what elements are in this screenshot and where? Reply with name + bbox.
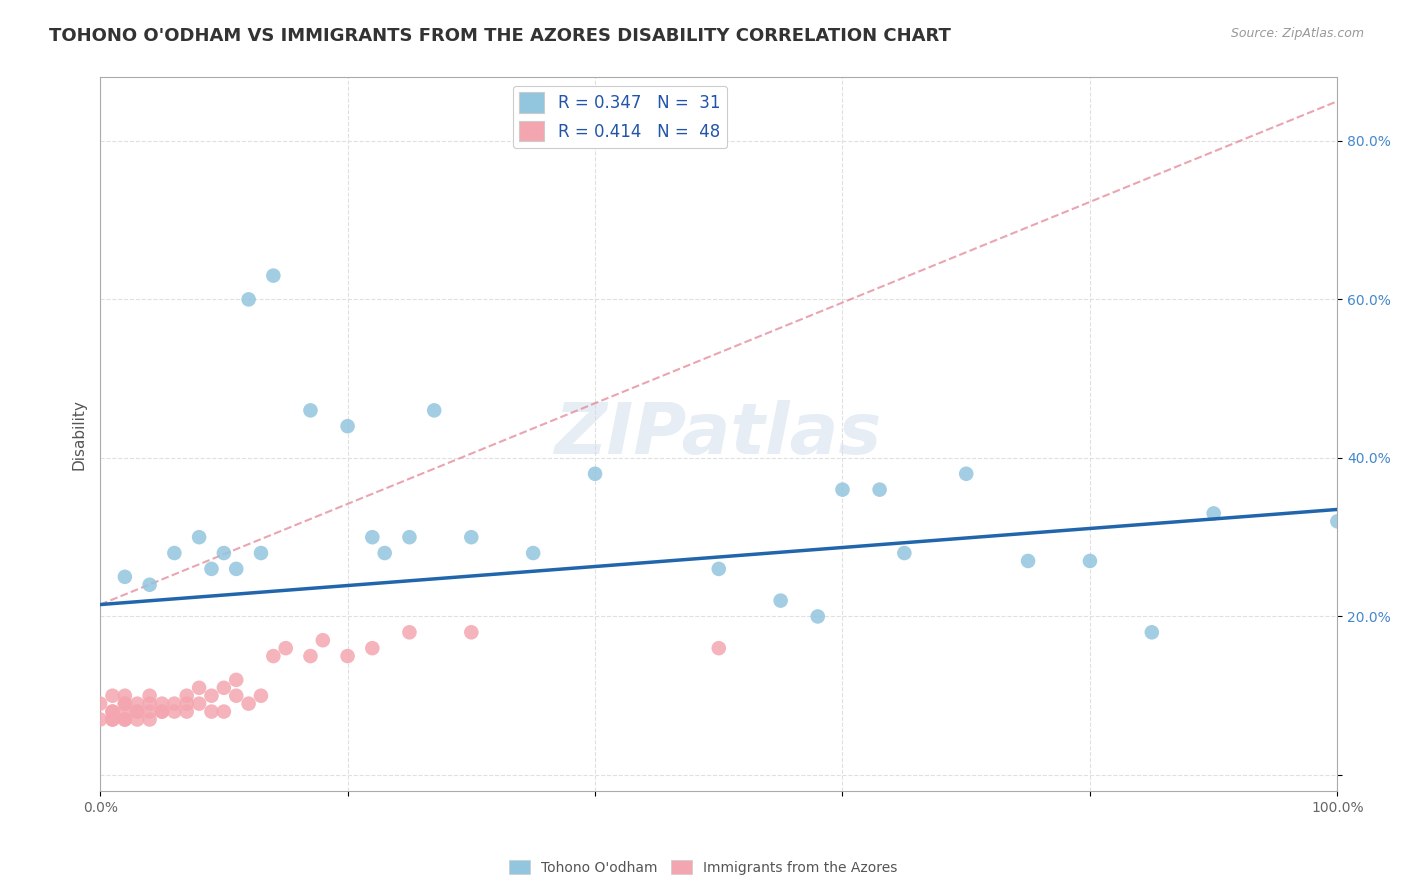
Point [807,609,830,624]
Point [138,697,160,711]
Text: TOHONO O'ODHAM VS IMMIGRANTS FROM THE AZORES DISABILITY CORRELATION CHART: TOHONO O'ODHAM VS IMMIGRANTS FROM THE AZ… [49,27,950,45]
Point [176,705,198,719]
Point [1078,554,1101,568]
Point [114,689,136,703]
Text: Source: ZipAtlas.com: Source: ZipAtlas.com [1230,27,1364,40]
Point [374,546,396,560]
Point [127,713,149,727]
Point [336,419,359,434]
Point [89,697,111,711]
Point [138,689,160,703]
Point [114,570,136,584]
Point [212,705,235,719]
Point [262,649,284,664]
Point [583,467,606,481]
Point [150,705,173,719]
Point [707,562,730,576]
Point [101,713,124,727]
Point [114,713,136,727]
Point [869,483,891,497]
Point [225,689,247,703]
Y-axis label: Disability: Disability [72,399,86,469]
Point [163,546,186,560]
Point [200,705,222,719]
Point [1202,507,1225,521]
Point [238,293,260,307]
Point [101,705,124,719]
Point [200,562,222,576]
Point [127,705,149,719]
Point [250,689,273,703]
Point [460,625,482,640]
Point [250,546,273,560]
Point [1140,625,1163,640]
Point [212,546,235,560]
Point [127,705,149,719]
Point [188,530,211,544]
Point [176,697,198,711]
Point [361,641,384,656]
Point [114,697,136,711]
Point [114,713,136,727]
Point [398,530,420,544]
Point [262,268,284,283]
Point [89,713,111,727]
Point [769,593,792,607]
Point [176,689,198,703]
Point [336,649,359,664]
Point [225,562,247,576]
Point [150,705,173,719]
Point [163,697,186,711]
Point [114,705,136,719]
Point [955,467,977,481]
Legend: Tohono O'odham, Immigrants from the Azores: Tohono O'odham, Immigrants from the Azor… [503,855,903,880]
Point [200,689,222,703]
Point [212,681,235,695]
Point [299,649,322,664]
Point [101,689,124,703]
Point [188,697,211,711]
Point [312,633,335,648]
Point [150,697,173,711]
Point [522,546,544,560]
Point [101,705,124,719]
Point [460,530,482,544]
Point [138,713,160,727]
Point [188,681,211,695]
Point [163,705,186,719]
Point [831,483,853,497]
Point [361,530,384,544]
Point [138,705,160,719]
Point [423,403,446,417]
Point [893,546,915,560]
Point [274,641,297,656]
Point [299,403,322,417]
Text: ZIPatlas: ZIPatlas [555,400,883,468]
Point [127,697,149,711]
Point [225,673,247,687]
Point [398,625,420,640]
Legend: R = 0.347   N =  31, R = 0.414   N =  48: R = 0.347 N = 31, R = 0.414 N = 48 [513,86,727,148]
Point [1326,514,1348,528]
Point [114,697,136,711]
Point [138,578,160,592]
Point [238,697,260,711]
Point [1017,554,1039,568]
Point [707,641,730,656]
Point [101,713,124,727]
